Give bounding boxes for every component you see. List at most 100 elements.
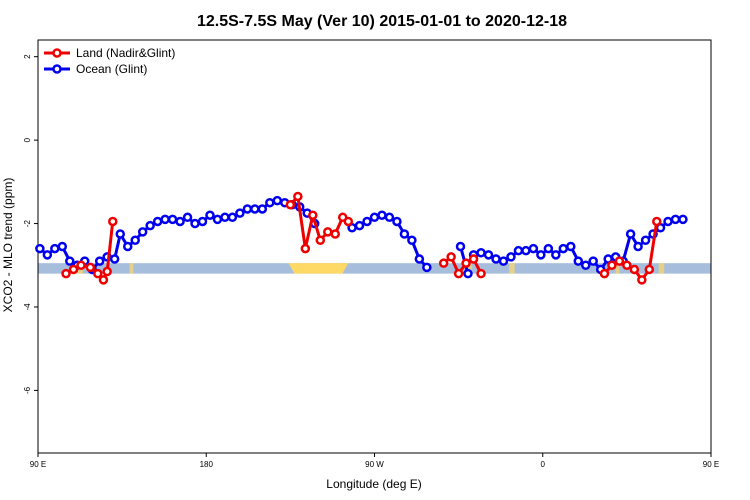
ocean-point (250, 204, 260, 214)
plot-frame (37, 39, 712, 454)
x-axis-label: Longitude (deg E) (326, 477, 421, 491)
ocean-point (175, 216, 185, 227)
land-point (68, 264, 79, 275)
ocean-point (182, 212, 193, 223)
ocean-point (235, 208, 245, 218)
ocean-point (566, 241, 576, 252)
ocean-point (513, 245, 524, 256)
y-tick-label: -2 (23, 219, 32, 227)
legend-marker (52, 48, 62, 58)
ocean-point (663, 216, 673, 227)
ocean-point (551, 250, 561, 260)
y-tick-label: 0 (23, 137, 32, 142)
legend-label: Ocean (Glint) (76, 62, 147, 76)
land-point (293, 191, 303, 202)
ocean-point (354, 220, 365, 231)
land-point (637, 275, 647, 285)
ocean-point (205, 210, 215, 220)
ocean-point (483, 250, 494, 260)
ocean-point (122, 241, 133, 252)
land-point (644, 264, 655, 275)
ocean-point (167, 214, 178, 225)
ocean-point (152, 216, 163, 227)
y-tick-label: 2 (23, 54, 32, 59)
ocean-point (190, 218, 200, 229)
x-tick-label: 180 (200, 460, 214, 469)
ocean-point (377, 210, 387, 220)
land-point (461, 258, 471, 268)
land-band-2 (288, 263, 349, 274)
ocean-point (640, 235, 651, 245)
land-point (468, 254, 479, 264)
ocean-point (265, 197, 275, 208)
ocean-point (242, 204, 253, 214)
ocean-point (670, 214, 681, 225)
ocean-point (384, 212, 395, 223)
land-band-1 (129, 263, 134, 274)
ocean-point (220, 212, 230, 223)
ocean-point (407, 235, 417, 245)
land-point (446, 252, 456, 262)
land-point (343, 216, 354, 227)
land-point (652, 216, 662, 227)
ocean-point (463, 268, 473, 279)
land-point (61, 268, 71, 279)
land-point (85, 262, 96, 273)
land-point (476, 268, 486, 279)
land-point (300, 243, 311, 254)
ocean-point (212, 214, 223, 225)
land-band-5 (615, 263, 620, 274)
land-point (323, 227, 333, 237)
ocean-point (392, 216, 402, 227)
ocean-point (35, 243, 45, 254)
ocean-point (197, 216, 208, 227)
y-axis-label: XCO2 - MLO trend (ppm) (1, 178, 15, 313)
land-point (98, 275, 109, 285)
ocean-point (115, 229, 126, 239)
y-tick-label: -6 (23, 386, 32, 394)
ocean-point (257, 204, 268, 214)
land-band-4 (509, 263, 515, 274)
land-point (607, 260, 617, 271)
x-tick-label: 90 W (365, 460, 384, 469)
plot-area: 90 E 180 90 W 0 90 E 2 0 -2 -4 -6 Land (Nadir&Glin… (23, 39, 719, 469)
y-tick-label: -4 (23, 303, 32, 311)
legend-label: Land (Nadir&Glint) (76, 46, 175, 60)
ocean-point (528, 243, 539, 254)
ocean-point (633, 241, 643, 252)
legend-marker (52, 64, 62, 74)
ocean-point (678, 214, 688, 225)
ocean-point (109, 254, 120, 264)
land-point (599, 268, 610, 279)
ocean-point (362, 216, 372, 227)
land-point (629, 264, 640, 275)
land-point (453, 268, 464, 279)
land-point (622, 260, 632, 271)
land-band-3 (467, 263, 472, 274)
ocean-point (130, 235, 140, 245)
land-point (285, 200, 296, 210)
land-point (102, 266, 112, 277)
ocean-point (94, 256, 105, 266)
land-point (93, 268, 103, 279)
land-point (614, 256, 625, 266)
ocean-point (506, 252, 516, 262)
ocean-point (573, 256, 584, 266)
ocean-point (42, 250, 53, 260)
ocean-point (543, 243, 554, 254)
land-point (330, 229, 340, 239)
ocean-band (38, 263, 711, 274)
ocean-point (422, 262, 432, 273)
ocean-point (455, 241, 466, 252)
land-point (108, 216, 118, 227)
ocean-point (558, 243, 569, 254)
x-tick-label: 0 (541, 460, 546, 469)
chart-title: 12.5S-7.5S May (Ver 10) 2015-01-01 to 20… (197, 13, 567, 30)
land-band-6 (658, 263, 665, 274)
ocean-point (476, 248, 486, 258)
ocean-point (227, 212, 238, 223)
ocean-point (521, 245, 531, 256)
land-point (438, 258, 449, 268)
